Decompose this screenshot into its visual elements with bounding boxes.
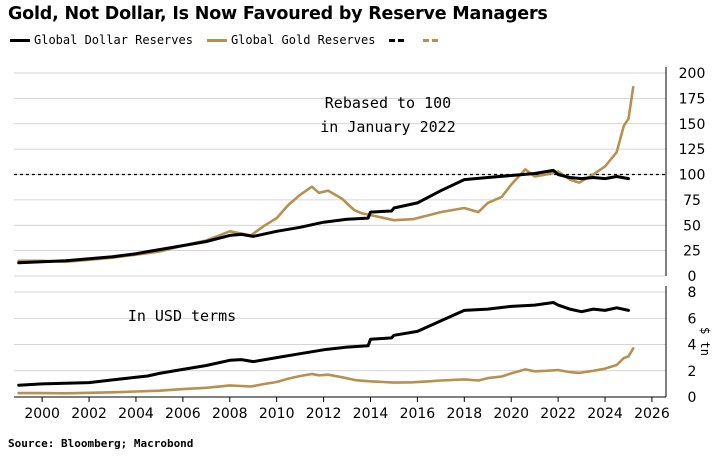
y-tick-label-bottom: 4 [688, 338, 697, 354]
source-note: Source: Bloomberg; Macrobond [8, 437, 194, 450]
legend-label-gold: Global Gold Reserves [230, 33, 376, 47]
legend-item-gold-forecast [423, 38, 443, 42]
x-tick-label: 2024 [587, 406, 623, 422]
legend-swatch-gold [206, 38, 227, 42]
y-tick-label-top: 150 [679, 117, 706, 133]
legend-dash-gold [423, 38, 440, 42]
y-tick-label-top: 50 [683, 218, 701, 234]
x-tick-label: 2002 [71, 406, 107, 422]
x-tick-label: 2010 [259, 406, 295, 422]
annotation-top: in January 2022 [320, 118, 455, 136]
legend: Global Dollar Reserves Global Gold Reser… [10, 32, 457, 48]
legend-dash-dollar [389, 38, 406, 42]
x-tick-label: 2000 [24, 406, 60, 422]
x-tick-label: 2006 [165, 406, 201, 422]
dollar-reserves-line-top [17, 168, 630, 265]
y-tick-label-top: 0 [688, 269, 697, 285]
legend-item-dollar-forecast [389, 38, 409, 42]
legend-item-gold: Global Gold Reserves [206, 33, 376, 47]
legend-item-dollar: Global Dollar Reserves [10, 33, 193, 47]
y-tick-label-top: 200 [679, 66, 706, 82]
panel-bottom: 0 2 4 6 8 In USD terms $ tn 2000 2002 2004 2006 200… [14, 285, 712, 422]
x-tick-label: 2016 [400, 406, 436, 422]
y-tick-label-bottom: 0 [688, 390, 697, 406]
legend-swatch-dollar [10, 38, 30, 42]
y-tick-label-bottom: 2 [688, 364, 697, 380]
x-tick-label: 2008 [212, 406, 248, 422]
y-tick-label-top: 175 [679, 91, 706, 107]
chart-title: Gold, Not Dollar, Is Now Favoured by Res… [8, 4, 548, 24]
y-tick-label-top: 75 [683, 193, 701, 209]
annotation-top: Rebased to 100 [325, 94, 451, 112]
y-axis-label-bottom: $ tn [698, 327, 712, 356]
x-tick-label: 2014 [353, 406, 389, 422]
legend-label-dollar: Global Dollar Reserves [34, 33, 193, 47]
panel-top: 0 25 50 75 100 125 150 175 200 Rebased to 100 in J… [14, 66, 705, 285]
x-tick-label: 2022 [540, 406, 576, 422]
y-tick-label-top: 125 [679, 142, 706, 158]
annotation-bottom: In USD terms [128, 307, 236, 325]
x-tick-label: 2020 [493, 406, 529, 422]
dollar-reserves-line-bottom [17, 301, 630, 387]
gold-reserves-line-bottom [17, 347, 635, 395]
y-tick-label-bottom: 6 [688, 311, 697, 327]
y-tick-label-top: 25 [683, 244, 701, 260]
x-tick-label: 2004 [118, 406, 154, 422]
x-tick-label: 2018 [446, 406, 482, 422]
x-tick-label: 2026 [634, 406, 670, 422]
y-tick-label-top: 100 [679, 168, 706, 184]
x-tick-label: 2012 [306, 406, 342, 422]
y-tick-label-bottom: 8 [688, 285, 697, 301]
